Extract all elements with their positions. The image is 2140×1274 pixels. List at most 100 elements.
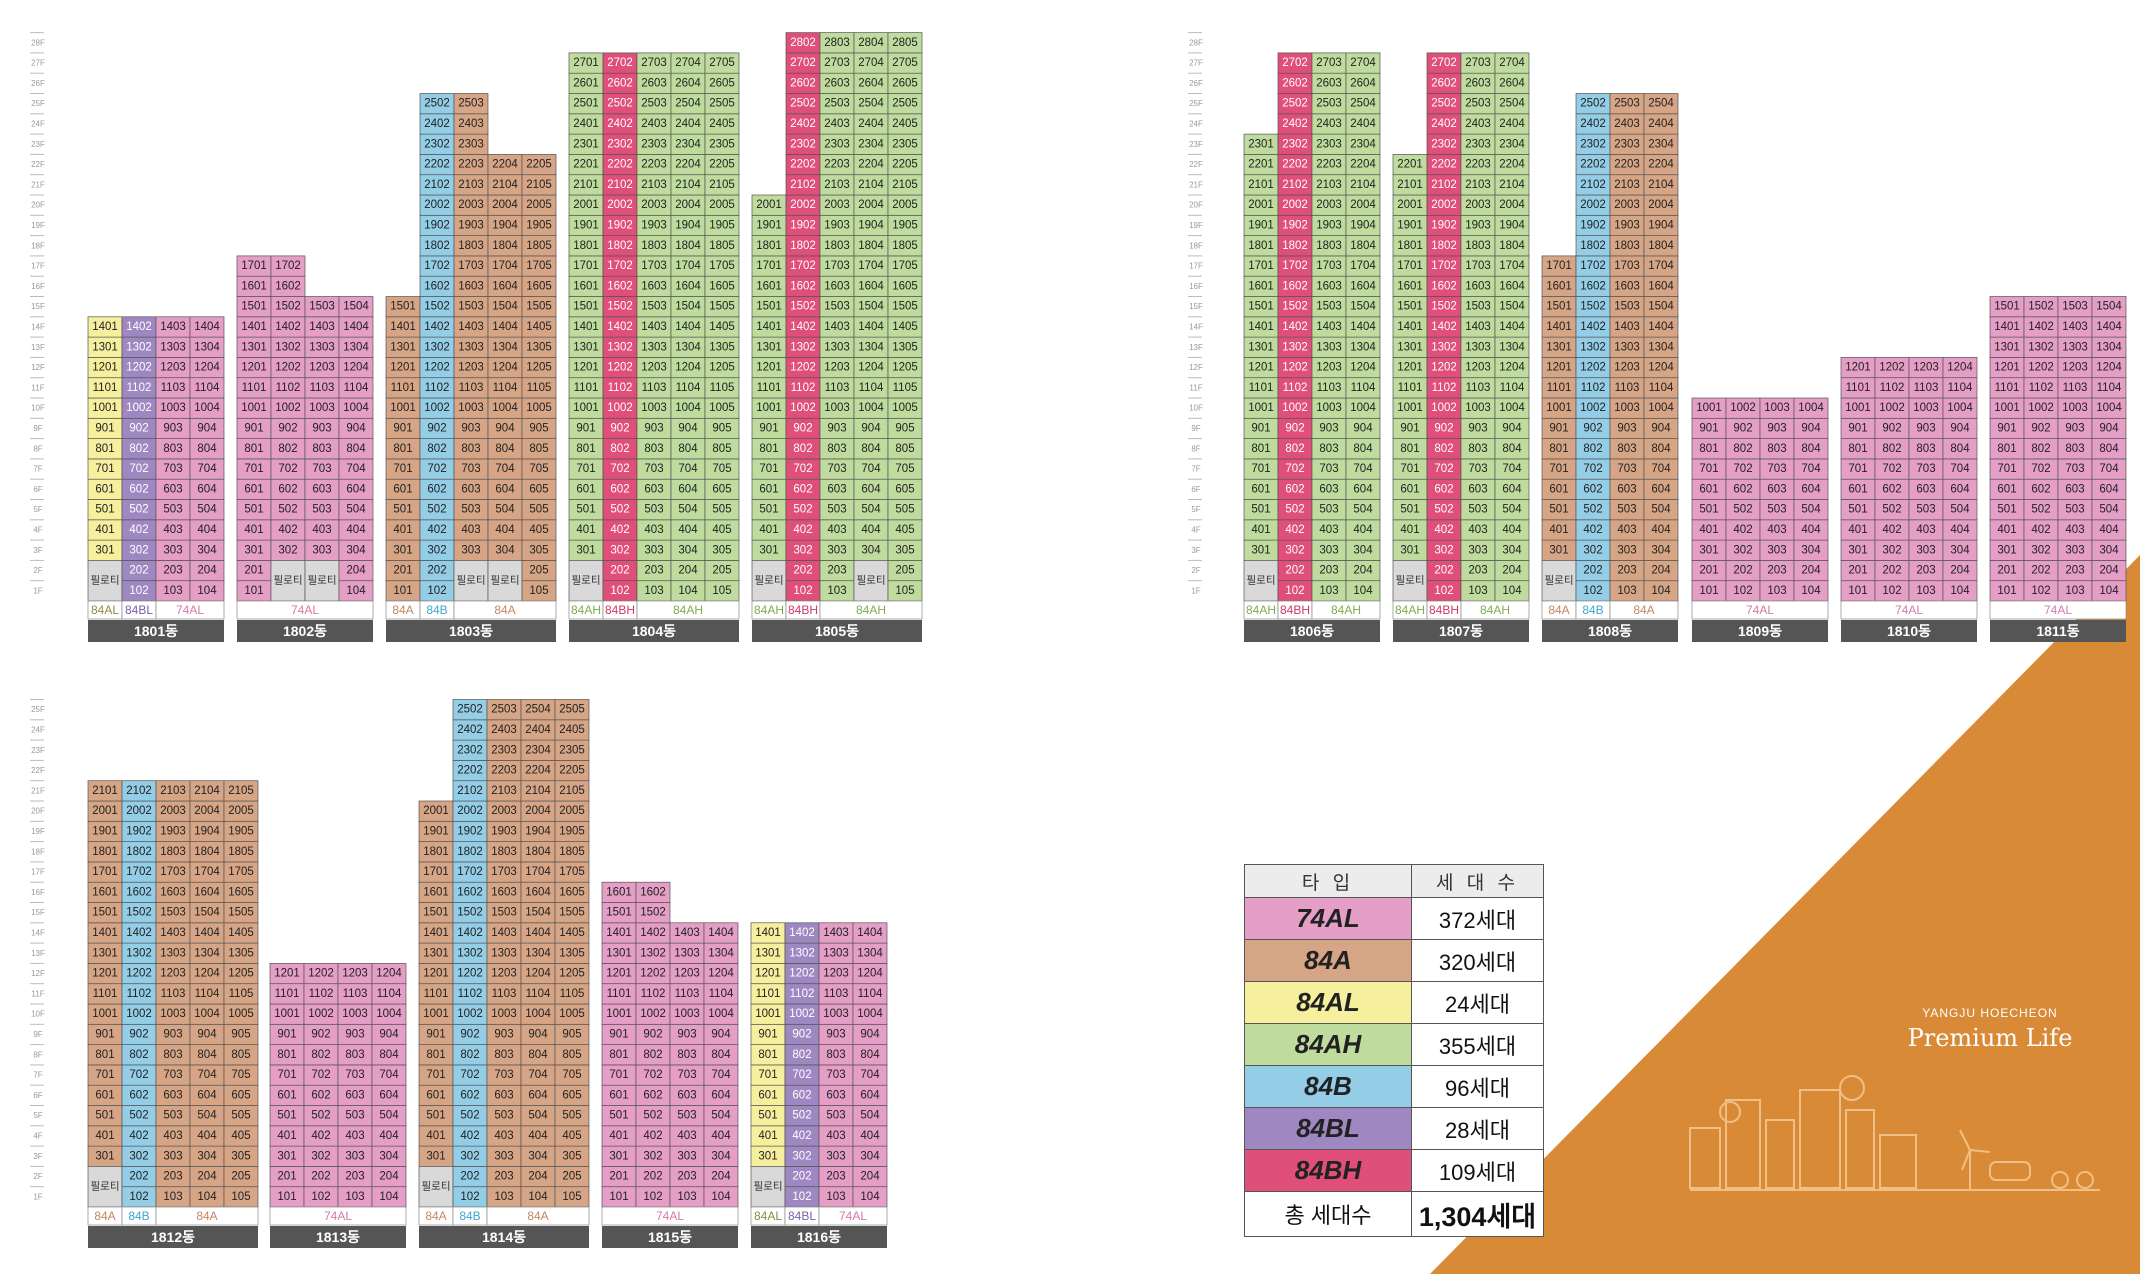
unit-number: 1204 — [1947, 362, 1973, 374]
floor-label: 20F — [1189, 201, 1203, 210]
unit-number: 102 — [793, 585, 812, 597]
unit-number: 1301 — [92, 947, 118, 959]
unit-number: 2705 — [709, 57, 735, 69]
unit-number: 2603 — [1316, 77, 1342, 89]
unit-number: 1004 — [675, 402, 701, 414]
building-name-bar — [1841, 620, 1977, 642]
unit-number: 202 — [1285, 565, 1304, 577]
unit-number: 1401 — [755, 927, 781, 939]
unit-number: 1301 — [1546, 341, 1572, 353]
unit-number: 803 — [163, 443, 182, 455]
unit-number: 1304 — [1499, 341, 1525, 353]
unit-number: 403 — [2065, 524, 2084, 536]
unit-number: 1105 — [710, 382, 735, 394]
floor-label: 16F — [31, 888, 45, 897]
unit-number: 1204 — [708, 968, 734, 980]
unit-number: 1705 — [892, 260, 918, 272]
unit-number: 1604 — [525, 886, 551, 898]
unit-number: 202 — [460, 1171, 479, 1183]
unit-number: 2202 — [1580, 159, 1606, 171]
unit-number: 2704 — [1499, 57, 1525, 69]
unit-number: 503 — [345, 1110, 364, 1122]
unit-number: 603 — [461, 483, 480, 495]
unit-number: 1803 — [160, 846, 186, 858]
unit-number: 602 — [129, 1089, 148, 1101]
unit-number: 2005 — [709, 199, 735, 211]
unit-number: 801 — [609, 1049, 628, 1061]
piloti-label: 필로티 — [1545, 575, 1574, 587]
unit-number: 504 — [1651, 504, 1671, 516]
unit-number: 1502 — [790, 301, 816, 313]
city-illustration — [1689, 1075, 2100, 1191]
unit-number: 103 — [1319, 585, 1338, 597]
unit-number: 1305 — [709, 341, 735, 353]
unit-number: 1905 — [526, 219, 552, 231]
unit-number: 201 — [609, 1171, 628, 1183]
unit-number: 402 — [793, 524, 812, 536]
unit-number: 503 — [1319, 504, 1338, 516]
floor-scale: 1F2F3F4F5F6F7F8F9F10F11F12F13F14F15F16F1… — [30, 699, 45, 1201]
unit-number: 404 — [1801, 524, 1821, 536]
unit-number: 1901 — [573, 219, 599, 231]
floor-label: 2F — [33, 1172, 42, 1181]
unit-number: 1704 — [1648, 260, 1674, 272]
unit-number: 901 — [95, 1028, 114, 1040]
unit-number: 1004 — [858, 402, 884, 414]
unit-number: 2101 — [573, 179, 599, 191]
type-label: 84B — [459, 1209, 480, 1223]
unit-number: 705 — [562, 1069, 581, 1081]
unit-number: 204 — [197, 1171, 217, 1183]
unit-number: 902 — [792, 1028, 811, 1040]
unit-number: 1003 — [824, 402, 850, 414]
unit-number: 1503 — [824, 301, 850, 313]
unit-number: 804 — [711, 1049, 731, 1061]
floor-label: 21F — [31, 180, 45, 189]
type-label: 84AL — [754, 1209, 782, 1223]
unit-number: 204 — [711, 1171, 731, 1183]
unit-number: 601 — [1699, 483, 1718, 495]
unit-number: 1602 — [1580, 280, 1606, 292]
unit-number: 1402 — [457, 927, 483, 939]
unit-number: 501 — [95, 1110, 114, 1122]
unit-number: 904 — [379, 1028, 399, 1040]
unit-number: 1002 — [1879, 402, 1905, 414]
unit-number: 1502 — [424, 301, 450, 313]
unit-number: 1101 — [93, 988, 118, 1000]
unit-number: 103 — [1617, 585, 1636, 597]
unit-number: 302 — [1285, 544, 1304, 556]
unit-number: 601 — [244, 483, 263, 495]
unit-number: 102 — [610, 585, 629, 597]
unit-number: 1003 — [1614, 402, 1640, 414]
unit-number: 204 — [1353, 565, 1373, 577]
unit-number: 2405 — [892, 118, 918, 130]
unit-type-legend-table: 타 입 세 대 수 74AL 372세대 84A 320세대 84AL 24세대… — [1244, 864, 1544, 1237]
unit-number: 1702 — [457, 866, 483, 878]
unit-number: 2104 — [858, 179, 884, 191]
unit-number: 601 — [1549, 483, 1568, 495]
floor-label: 8F — [1191, 444, 1200, 453]
unit-number: 304 — [1651, 544, 1671, 556]
unit-number: 803 — [312, 443, 331, 455]
unit-number: 1802 — [790, 240, 816, 252]
unit-number: 1304 — [194, 947, 220, 959]
unit-number: 2002 — [790, 199, 816, 211]
unit-number: 1101 — [242, 382, 267, 394]
unit-number: 104 — [1502, 585, 1522, 597]
unit-number: 804 — [197, 443, 217, 455]
floor-label: 19F — [31, 827, 45, 836]
unit-number: 503 — [827, 504, 846, 516]
unit-number: 1602 — [275, 280, 301, 292]
unit-number: 1704 — [675, 260, 701, 272]
floor-label: 28F — [31, 38, 45, 47]
unit-number: 103 — [494, 1191, 513, 1203]
unit-number: 804 — [1502, 443, 1522, 455]
unit-number: 1002 — [308, 1008, 334, 1020]
unit-number: 702 — [129, 1069, 148, 1081]
unit-number: 402 — [610, 524, 629, 536]
unit-number: 1502 — [640, 907, 666, 919]
unit-number: 603 — [826, 1089, 845, 1101]
unit-number: 1305 — [892, 341, 918, 353]
unit-number: 1202 — [308, 968, 334, 980]
unit-number: 2104 — [525, 785, 551, 797]
unit-number: 801 — [95, 1049, 114, 1061]
